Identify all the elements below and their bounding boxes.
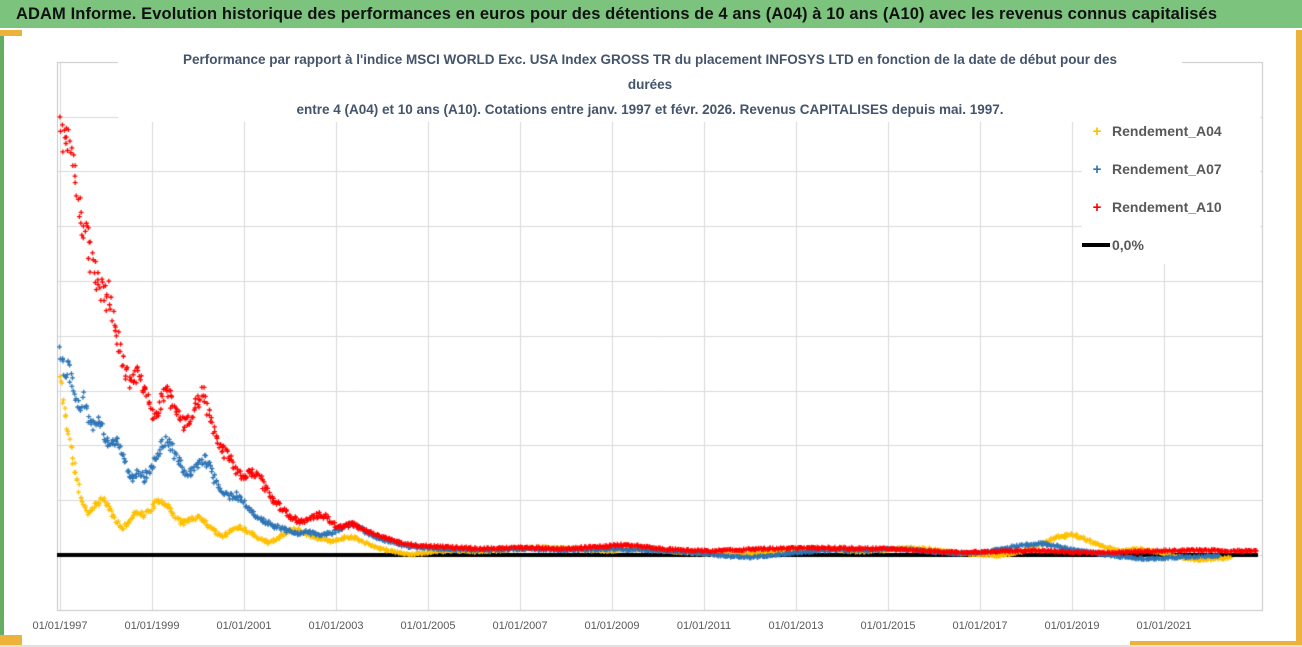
- x-tick-label: 01/01/2009: [584, 620, 640, 632]
- left-border-accent: [0, 30, 4, 647]
- x-tick-label: 01/01/1997: [32, 620, 88, 632]
- legend-item-0-0-: 0,0%: [1082, 230, 1260, 260]
- chart-title-line-1: Performance par rapport à l'indice MSCI …: [182, 52, 1118, 67]
- legend-label: Rendement_A04: [1112, 123, 1222, 139]
- plus-marker-icon: +: [1092, 198, 1102, 216]
- x-tick-label: 01/01/2021: [1136, 620, 1192, 632]
- zero-line-legend-swatch: [1082, 243, 1110, 247]
- legend-item-rendement-a10: + Rendement_A10: [1082, 192, 1260, 222]
- x-tick-label: 01/01/2019: [1044, 620, 1100, 632]
- report-title: ADAM Informe. Evolution historique des p…: [16, 4, 1218, 23]
- top-left-gold-accent: [0, 30, 22, 36]
- x-tick-label: 01/01/2013: [768, 620, 824, 632]
- legend-item-rendement-a07: + Rendement_A07: [1082, 154, 1260, 184]
- bottom-right-gold-accent: [1130, 641, 1302, 645]
- report-header-bar: ADAM Informe. Evolution historique des p…: [0, 0, 1302, 30]
- chart-title: Performance par rapport à l'indice MSCI …: [118, 47, 1182, 122]
- x-tick-label: 01/01/1999: [124, 620, 180, 632]
- chart-legend: + Rendement_A04 + Rendement_A07 + Rendement_A…: [1082, 112, 1260, 264]
- legend-label: Rendement_A10: [1112, 199, 1222, 215]
- x-tick-label: 01/01/2011: [676, 620, 732, 632]
- x-tick-label: 01/01/2015: [860, 620, 916, 632]
- legend-label: Rendement_A07: [1112, 161, 1222, 177]
- right-border-accent: [1296, 30, 1302, 647]
- chart-title-line-2: durées: [627, 77, 673, 92]
- chart-title-line-3: entre 4 (A04) et 10 ans (A10). Cotations…: [296, 102, 1004, 117]
- x-tick-label: 01/01/2017: [952, 620, 1008, 632]
- x-tick-label: 01/01/2003: [308, 620, 364, 632]
- legend-item-rendement-a04: + Rendement_A04: [1082, 116, 1260, 146]
- x-tick-label: 01/01/2001: [216, 620, 272, 632]
- bottom-left-gold-accent: [0, 635, 22, 647]
- plus-marker-icon: +: [1092, 160, 1102, 178]
- bottom-border-line: [0, 645, 1302, 647]
- x-tick-label: 01/01/2005: [400, 620, 456, 632]
- legend-label: 0,0%: [1112, 237, 1144, 253]
- x-tick-label: 01/01/2007: [492, 620, 548, 632]
- plus-marker-icon: +: [1092, 122, 1102, 140]
